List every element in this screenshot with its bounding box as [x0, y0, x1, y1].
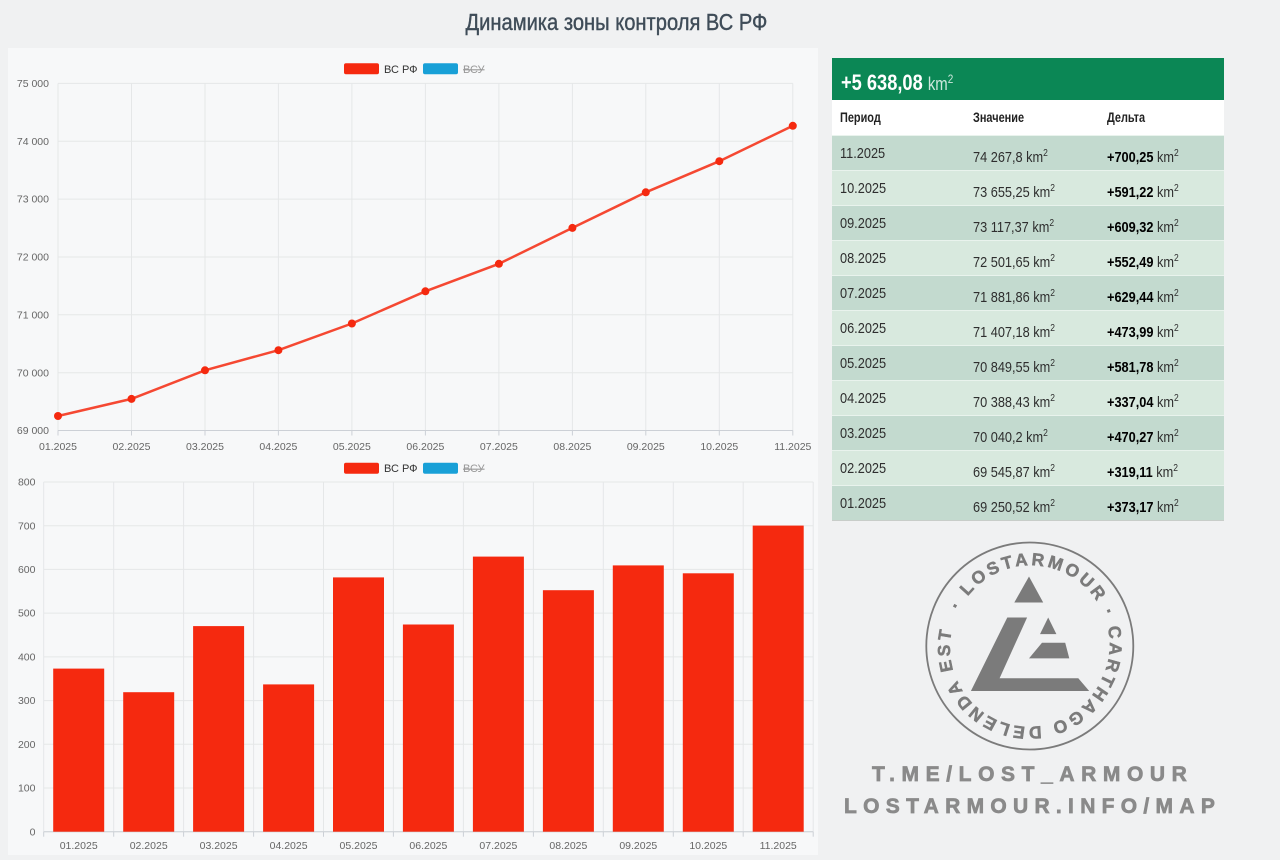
svg-text:69 000: 69 000 — [17, 425, 49, 437]
svg-text:08.2025: 08.2025 — [553, 441, 591, 453]
svg-text:05.2025: 05.2025 — [340, 840, 378, 852]
svg-text:02.2025: 02.2025 — [130, 840, 168, 852]
svg-text:73 000: 73 000 — [17, 194, 49, 206]
svg-text:08.2025: 08.2025 — [549, 840, 587, 852]
svg-text:· LOSTARMOUR · CARTHAGO DELEND: · LOSTARMOUR · CARTHAGO DELENDA EST — [934, 549, 1126, 743]
svg-text:07.2025: 07.2025 — [479, 840, 517, 852]
svg-text:09.2025: 09.2025 — [619, 840, 657, 852]
svg-text:01.2025: 01.2025 — [60, 840, 98, 852]
svg-text:100: 100 — [18, 783, 36, 795]
svg-text:10.2025: 10.2025 — [689, 840, 727, 852]
svg-text:04.2025: 04.2025 — [259, 441, 297, 453]
svg-text:ВСУ: ВСУ — [463, 463, 486, 475]
svg-text:75 000: 75 000 — [17, 78, 49, 90]
svg-text:04.2025: 04.2025 — [270, 840, 308, 852]
svg-text:03.2025: 03.2025 — [186, 441, 224, 453]
svg-text:05.2025: 05.2025 — [333, 441, 371, 453]
svg-text:300: 300 — [18, 695, 36, 707]
svg-text:72 000: 72 000 — [17, 252, 49, 264]
svg-text:74 000: 74 000 — [17, 136, 49, 148]
svg-text:71 000: 71 000 — [17, 309, 49, 321]
svg-text:ВСУ: ВСУ — [463, 64, 486, 76]
svg-text:01.2025: 01.2025 — [39, 441, 77, 453]
svg-text:70 000: 70 000 — [17, 367, 49, 379]
svg-text:03.2025: 03.2025 — [200, 840, 238, 852]
svg-text:ВС РФ: ВС РФ — [384, 463, 418, 475]
svg-text:0: 0 — [30, 826, 36, 838]
svg-text:800: 800 — [18, 477, 36, 489]
svg-text:400: 400 — [18, 652, 36, 664]
svg-text:07.2025: 07.2025 — [480, 441, 518, 453]
svg-text:09.2025: 09.2025 — [627, 441, 665, 453]
svg-text:ВС РФ: ВС РФ — [384, 64, 418, 76]
svg-text:600: 600 — [18, 564, 36, 576]
svg-text:02.2025: 02.2025 — [113, 441, 151, 453]
svg-text:700: 700 — [18, 520, 36, 532]
svg-text:06.2025: 06.2025 — [409, 840, 447, 852]
svg-text:500: 500 — [18, 608, 36, 620]
svg-text:10.2025: 10.2025 — [700, 441, 738, 453]
svg-text:11.2025: 11.2025 — [774, 441, 811, 453]
svg-text:11.2025: 11.2025 — [760, 840, 797, 852]
svg-text:06.2025: 06.2025 — [406, 441, 444, 453]
svg-text:200: 200 — [18, 739, 36, 751]
